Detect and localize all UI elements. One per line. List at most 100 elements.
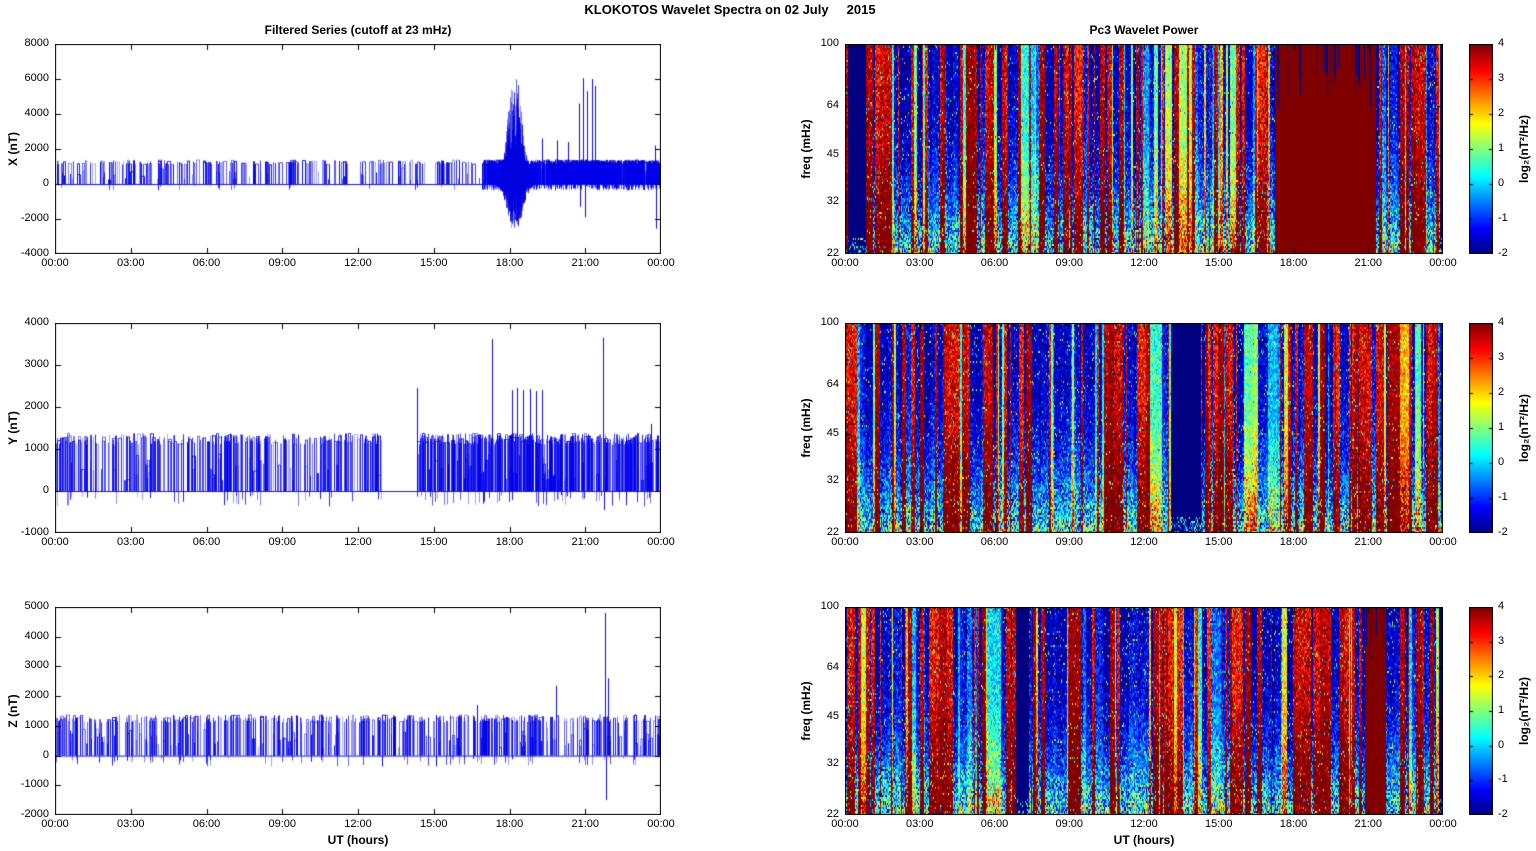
- freq-tick-label: 45: [826, 147, 839, 160]
- x-tick-label: 03:00: [116, 536, 145, 548]
- y-tick-label: -4000: [20, 247, 49, 259]
- x-tick-label: 00:00: [647, 536, 675, 548]
- y-tick-label: 0: [42, 484, 49, 496]
- freq-tick-label: 22: [826, 526, 839, 538]
- spectrogram-x: [845, 44, 1443, 254]
- right-column-title: Pc3 Wavelet Power: [1089, 23, 1199, 37]
- x-tick-label: 18:00: [1279, 257, 1308, 269]
- x-wavelet-canvas: [845, 44, 1443, 254]
- x-tick-label: 00:00: [831, 257, 859, 269]
- spectrogram-z: [845, 607, 1443, 815]
- y-tick-label: 4000: [24, 629, 49, 642]
- y-tick-label: 0: [42, 177, 49, 189]
- freq-tick-label: 100: [820, 37, 839, 49]
- freq-tick-label: 22: [826, 808, 839, 820]
- x-tick-label: 21:00: [1354, 536, 1383, 548]
- colorbar-tick-label: 0: [1498, 456, 1505, 468]
- freq-tick-label: 32: [826, 195, 839, 208]
- freq-tick-label: 100: [820, 600, 839, 612]
- x-tick-label: 18:00: [495, 257, 524, 269]
- x-tick-label: 15:00: [1204, 536, 1233, 548]
- colorbar-tick-label: -1: [1498, 773, 1508, 786]
- colorbar-tick-label: -1: [1498, 212, 1508, 224]
- y-tick-label: 2000: [24, 400, 49, 412]
- x-tick-label: 12:00: [344, 818, 372, 830]
- x-tick-label: 00:00: [831, 536, 859, 548]
- y-tick-label: 8000: [24, 37, 49, 49]
- colorbar-tick-label: -2: [1498, 808, 1508, 820]
- y-tick-label: -2000: [20, 808, 49, 820]
- z-series-canvas: [55, 607, 661, 815]
- x-tick-label: 12:00: [344, 257, 372, 269]
- colorbar-tick-label: 0: [1498, 738, 1505, 751]
- x-tick-label: 00:00: [41, 536, 69, 548]
- x-tick-label: 00:00: [41, 818, 69, 830]
- y-tick-label: 1000: [24, 718, 49, 731]
- colorbar-tick-label: 1: [1498, 704, 1505, 716]
- colorbar-tick-label: -2: [1498, 247, 1508, 259]
- colorbar-tick-label: 1: [1498, 421, 1505, 433]
- left-column-title: Filtered Series (cutoff at 23 mHz): [264, 23, 452, 37]
- colorbar-tick-label: -2: [1498, 526, 1508, 538]
- panel-y-series: [55, 323, 661, 533]
- x-tick-label: 18:00: [1279, 536, 1308, 548]
- freq-tick-label: 45: [826, 426, 839, 439]
- x-tick-label: 21:00: [571, 536, 600, 548]
- x-series-canvas: [55, 44, 661, 254]
- colorbar-tick-label: 2: [1498, 669, 1505, 682]
- freq-tick-label: 32: [826, 474, 839, 487]
- y-tick-label: 2000: [24, 142, 49, 154]
- spectrogram-y: [845, 323, 1443, 533]
- x-tick-label: 06:00: [980, 818, 1009, 830]
- colorbar-tick-label: 1: [1498, 142, 1505, 154]
- freq-tick-label: 22: [826, 247, 839, 259]
- x-tick-label: 21:00: [571, 818, 600, 830]
- colorbar-tick-label: 4: [1498, 37, 1505, 49]
- colorbar-tick-label: 0: [1498, 177, 1505, 189]
- ut-axis-label-right: UT (hours): [1113, 833, 1175, 847]
- colorbar-tick-label: 3: [1498, 351, 1505, 363]
- freq-tick-label: 64: [826, 98, 839, 111]
- x-tick-label: 12:00: [1130, 536, 1158, 548]
- colorbar-row1: [1469, 44, 1493, 254]
- y-tick-label: 5000: [24, 600, 49, 612]
- y-tick-label: 3000: [24, 358, 49, 370]
- x-tick-label: 18:00: [495, 818, 524, 830]
- x-tick-label: 21:00: [1354, 818, 1383, 830]
- x-tick-label: 09:00: [1055, 818, 1084, 830]
- colorbar-tick-label: 2: [1498, 107, 1505, 119]
- x-tick-label: 21:00: [571, 257, 600, 269]
- x-tick-label: 00:00: [831, 818, 859, 830]
- y-tick-label: 4000: [24, 107, 49, 119]
- colorbar-tick-label: 2: [1498, 386, 1505, 398]
- x-tick-label: 03:00: [905, 257, 934, 269]
- x-tick-label: 06:00: [980, 536, 1009, 548]
- x-tick-label: 15:00: [419, 818, 448, 830]
- x-tick-label: 06:00: [192, 536, 221, 548]
- colorbar-tick-label: 3: [1498, 72, 1505, 84]
- y-tick-label: -1000: [20, 778, 49, 791]
- x-tick-label: 15:00: [1204, 818, 1233, 830]
- x-tick-label: 03:00: [116, 818, 145, 830]
- x-tick-label: 09:00: [1055, 536, 1084, 548]
- x-tick-label: 21:00: [1354, 257, 1383, 269]
- ut-axis-label-left: UT (hours): [327, 833, 389, 847]
- colorbar-canvas-row2: [1469, 323, 1493, 533]
- x-tick-label: 18:00: [495, 536, 524, 548]
- colorbar-canvas-row1: [1469, 44, 1493, 254]
- x-tick-label: 00:00: [1429, 257, 1457, 269]
- figure-title: KLOKOTOS Wavelet Spectra on 02 July 2015: [584, 2, 876, 17]
- ylabel-y-nt: Y (nT): [6, 411, 20, 445]
- x-tick-label: 03:00: [905, 536, 934, 548]
- x-tick-label: 15:00: [1204, 257, 1233, 269]
- colorbar-tick-label: -1: [1498, 491, 1508, 503]
- x-tick-label: 00:00: [647, 257, 675, 269]
- freq-tick-label: 45: [826, 709, 839, 722]
- x-tick-label: 06:00: [192, 818, 221, 830]
- x-tick-label: 18:00: [1279, 818, 1308, 830]
- colorbar-tick-label: 4: [1498, 316, 1505, 328]
- y-tick-label: 3000: [24, 659, 49, 672]
- x-tick-label: 03:00: [905, 818, 934, 830]
- x-tick-label: 12:00: [1130, 818, 1158, 830]
